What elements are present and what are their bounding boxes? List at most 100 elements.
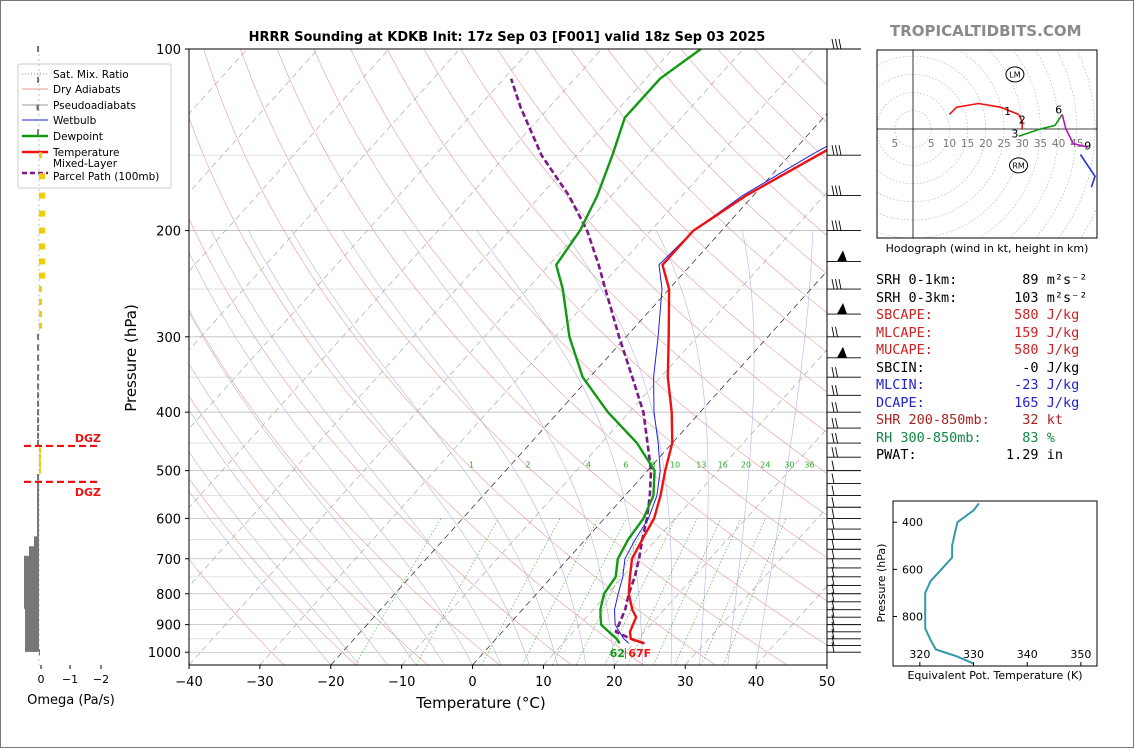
omega-bar [25,621,39,628]
indices-panel: SRH 0-1km: 89 m²s⁻² SRH 0-3km: 103 m²s⁻² S… [876,272,1087,465]
omega-bar [37,104,39,111]
omega-bar [37,509,39,516]
hodograph-ring-label: 35 [1034,138,1047,150]
index-value: 32 [989,412,1039,428]
wind-barb-feather [838,145,842,156]
omega-bar [37,46,39,52]
wind-barb [827,250,861,262]
wind-barb-feather [831,557,835,569]
wind-barb-feather [835,367,838,378]
y-tick-label: 1000 [148,646,181,661]
skewt-ylabel: Pressure (hPa) [122,304,140,412]
wind-barb-feather [831,614,835,625]
omega-bar [25,610,39,617]
hodograph-height-label: 9 [1084,139,1091,152]
skewt-frame [188,48,828,666]
index-unit: J/kg [1038,359,1080,376]
dry-adiabat [644,49,827,236]
omega-bar [39,322,42,329]
omega-bar [39,243,45,250]
index-label: MLCIN: [876,377,990,393]
y-tick-label: 700 [156,553,181,568]
wind-barb [827,385,861,396]
wind-barb-feather [831,417,835,429]
y-tick-label: 100 [156,43,181,58]
omega-tick-label: −1 [62,673,78,686]
omega-bar [25,617,39,624]
wind-barb-feather [831,519,835,530]
wind-barb-feather [831,607,835,618]
wind-barb-flag [837,250,847,262]
omega-bar [25,628,39,635]
index-value: 580 [989,307,1039,323]
wind-barb-feather [831,566,835,577]
parcel-path-line [509,78,653,645]
dgz-label: DGZ [75,486,101,499]
omega-bar [39,311,42,318]
pseudoadiabat [755,230,813,665]
index-value: 1.29 [989,447,1039,463]
dry-adiabat [497,49,827,393]
index-label: PWAT: [876,447,990,463]
isotherm [189,49,744,665]
index-value: 89 [989,272,1039,288]
mixing-ratio-label: 13 [696,461,706,470]
mixing-ratio-label: 4 [586,461,591,470]
pseudoadiabat [248,230,530,665]
mixing-ratio-line [722,518,787,665]
isotherm [401,191,827,665]
wind-barb [827,326,861,338]
index-unit: in [1038,447,1063,463]
legend-label: Sat. Mix. Ratio [53,69,129,81]
thetae-y-tick-label: 800 [902,611,923,624]
omega-bar [37,531,39,538]
y-tick-label: 200 [156,225,181,240]
isotherm [189,49,390,272]
x-tick-label: −40 [175,675,202,690]
x-tick-label: 10 [535,675,552,690]
index-unit: m²s⁻² [1038,272,1088,288]
thetae-frame [892,500,1098,667]
mixing-ratio-line [552,518,627,665]
wind-barb-feather [831,635,835,646]
wind-barb-feather [831,278,835,290]
wind-barb-feather [838,185,842,196]
omega-bar [37,486,39,493]
omega-bar [25,625,39,632]
index-unit: J/kg [1038,377,1080,393]
y-tick-label: 300 [156,331,181,346]
wind-barb-feather [835,145,838,156]
pseudoadiabat [189,409,388,665]
index-row: MUCAPE: 580 J/kg [876,342,1087,360]
dry-adiabat [240,49,788,665]
thetae-x-tick-label: 330 [963,648,984,661]
omega-bar [29,551,39,558]
pseudoadiabat [189,252,473,665]
brand-watermark: TROPICALTIDBITS.COM [890,22,1082,40]
hodograph-frame [876,49,1098,239]
omega-bar [37,333,39,340]
wind-barb-feather [831,485,835,496]
legend-label: Pseudoadiabats [53,100,136,112]
omega-bar [24,590,39,597]
wind-barb [827,447,861,458]
index-label: MUCAPE: [876,342,990,358]
surface-dewpoint-label: 62 [610,647,625,660]
omega-bar [24,598,39,605]
mixing-ratio-line [415,518,499,665]
thetae-x-tick-label: 320 [909,648,930,661]
wind-barb-feather [831,38,835,50]
dry-adiabat [423,49,827,474]
mixing-ratio-label: 10 [670,461,680,470]
index-label: RH 300-850mb: [876,429,990,446]
wind-barb-feather [838,220,842,231]
thetae-y-tick-label: 400 [902,516,923,529]
omega-bar [37,409,39,416]
wind-barb-feather [831,529,835,540]
wind-barb [827,402,861,413]
legend-label: Parcel Path (100mb) [53,171,159,183]
wind-barb-feather [831,367,835,378]
dry-adiabat [607,49,827,275]
